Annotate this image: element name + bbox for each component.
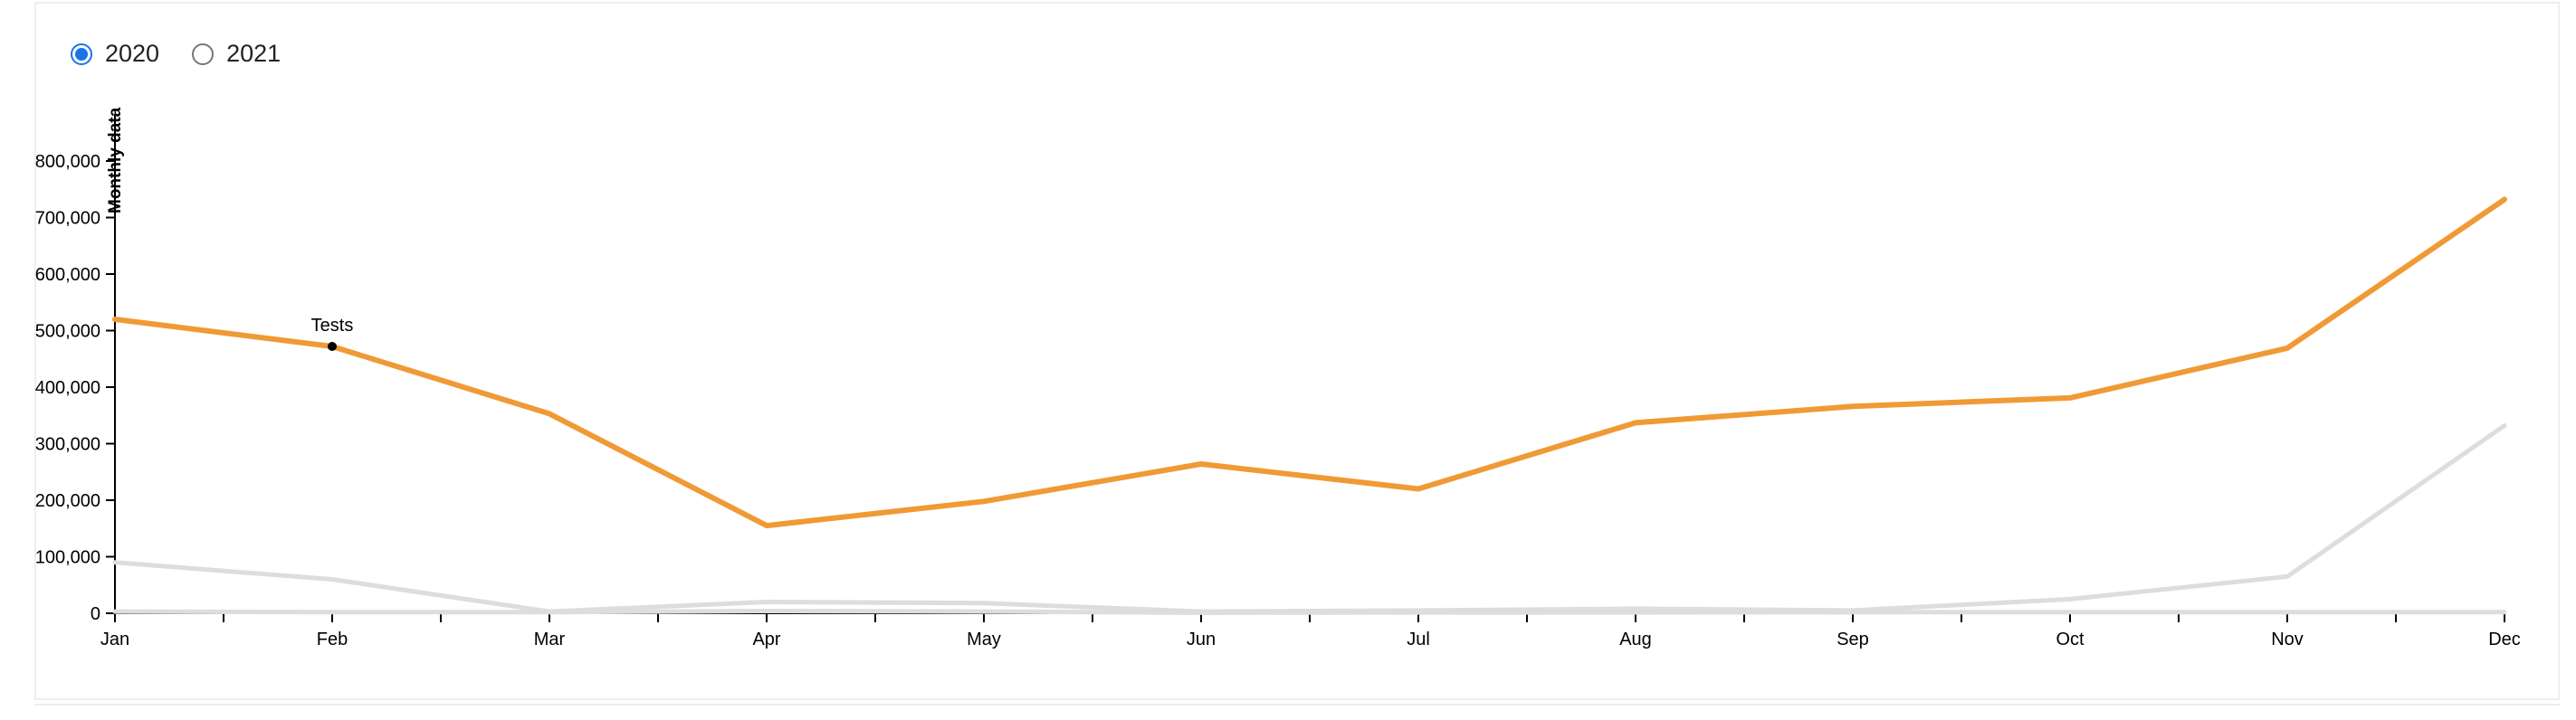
x-tick-label: Nov	[2271, 630, 2304, 649]
y-tick-label: 400,000	[35, 378, 100, 398]
x-tick-label: Oct	[2056, 630, 2085, 649]
radio-option-2020[interactable]: 2020	[71, 40, 159, 68]
x-tick-label: Sep	[1837, 630, 1869, 649]
y-tick-label: 0	[91, 604, 100, 624]
y-tick-label: 700,000	[35, 209, 100, 229]
radio-label-2021: 2021	[226, 40, 281, 67]
x-tick-label: Apr	[752, 630, 780, 649]
radio-label-2020: 2020	[105, 40, 160, 67]
series-line-1	[112, 423, 2507, 614]
radio-dot-icon	[75, 47, 88, 61]
x-tick-label: Jul	[1407, 630, 1430, 649]
x-tick-label: Aug	[1619, 630, 1652, 649]
series-line-0	[112, 196, 2507, 529]
panel-divider	[34, 704, 2560, 720]
radio-option-2021[interactable]: 2021	[192, 40, 281, 68]
y-tick-label: 100,000	[35, 548, 100, 568]
x-tick-label: Dec	[2488, 630, 2521, 649]
y-axis-title: Monthly data	[106, 107, 125, 213]
y-tick-label: 500,000	[35, 322, 100, 342]
annotation-label: Tests	[311, 316, 354, 336]
y-tick-label: 300,000	[35, 435, 100, 455]
x-tick-label: May	[967, 630, 1001, 649]
y-tick-label: 200,000	[35, 491, 100, 511]
series-line-2	[112, 609, 2507, 615]
chart-panel	[34, 2, 2560, 700]
x-tick-label: Jan	[100, 630, 129, 649]
x-tick-label: Jun	[1187, 630, 1216, 649]
annotation-point	[328, 342, 337, 351]
y-tick-label: 800,000	[35, 152, 100, 172]
y-tick-label: 600,000	[35, 265, 100, 285]
radio-2021[interactable]	[192, 43, 215, 65]
year-selector: 2020 2021	[71, 40, 313, 68]
radio-2020[interactable]	[71, 43, 92, 65]
x-tick-label: Feb	[317, 630, 348, 649]
x-tick-label: Mar	[534, 630, 566, 649]
